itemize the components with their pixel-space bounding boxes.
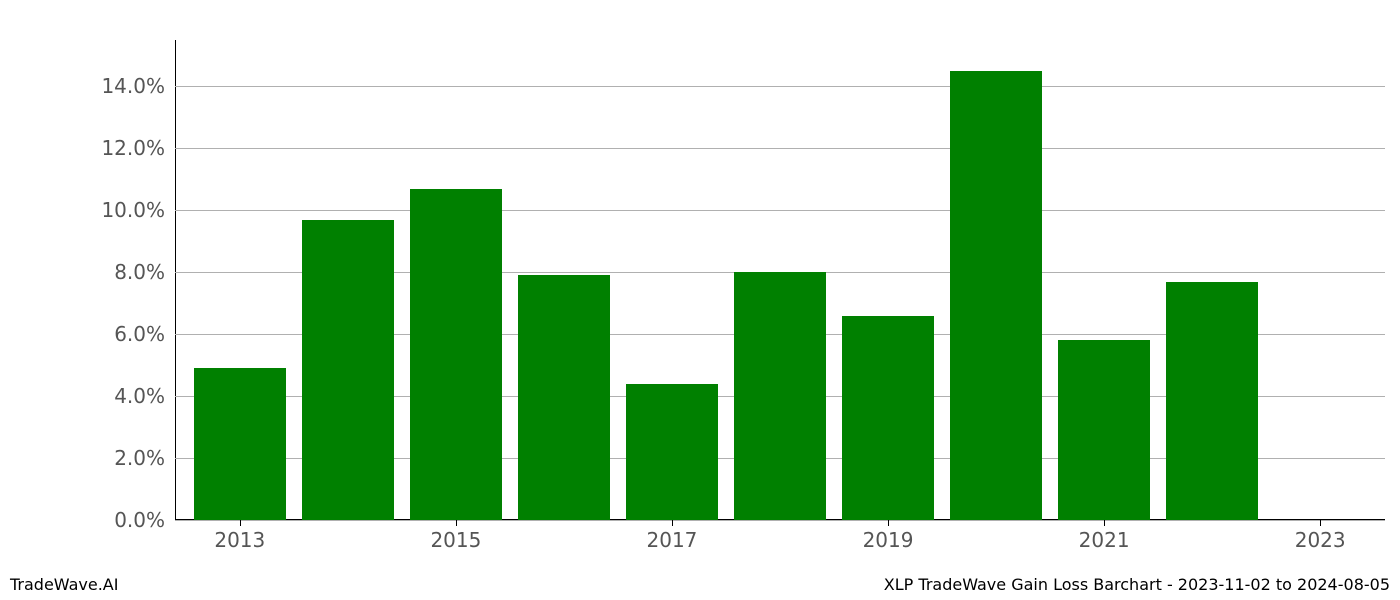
x-tick-label: 2021: [1079, 520, 1130, 552]
bar: [518, 275, 610, 520]
x-tick-label: 2023: [1295, 520, 1346, 552]
y-tick-label: 14.0%: [101, 74, 175, 98]
bar: [1058, 340, 1150, 520]
bar: [626, 384, 718, 520]
x-tick-label: 2013: [214, 520, 265, 552]
y-tick-label: 6.0%: [114, 322, 175, 346]
y-tick-label: 4.0%: [114, 384, 175, 408]
y-tick-label: 12.0%: [101, 136, 175, 160]
bar: [734, 272, 826, 520]
bar: [302, 220, 394, 520]
bar: [842, 316, 934, 520]
x-tick-label: 2017: [647, 520, 698, 552]
bar: [950, 71, 1042, 520]
footer-right-text: XLP TradeWave Gain Loss Barchart - 2023-…: [884, 575, 1390, 594]
y-tick-label: 8.0%: [114, 260, 175, 284]
bar: [1166, 282, 1258, 520]
x-tick-label: 2015: [430, 520, 481, 552]
plot-area: 0.0%2.0%4.0%6.0%8.0%10.0%12.0%14.0%20132…: [175, 40, 1385, 520]
y-tick-label: 10.0%: [101, 198, 175, 222]
y-tick-label: 0.0%: [114, 508, 175, 532]
y-gridline: [175, 86, 1385, 87]
bar: [194, 368, 286, 520]
x-tick-label: 2019: [863, 520, 914, 552]
chart-stage: 0.0% 2.0% 4.0% 6.0% 8.0% 10.0% 12.0% 14.0% 2013 2…: [0, 0, 1400, 600]
bar: [410, 189, 502, 520]
y-gridline: [175, 210, 1385, 211]
y-tick-label: 2.0%: [114, 446, 175, 470]
footer-left-text: TradeWave.AI: [10, 575, 118, 594]
y-gridline: [175, 148, 1385, 149]
y-gridline: [175, 520, 1385, 521]
